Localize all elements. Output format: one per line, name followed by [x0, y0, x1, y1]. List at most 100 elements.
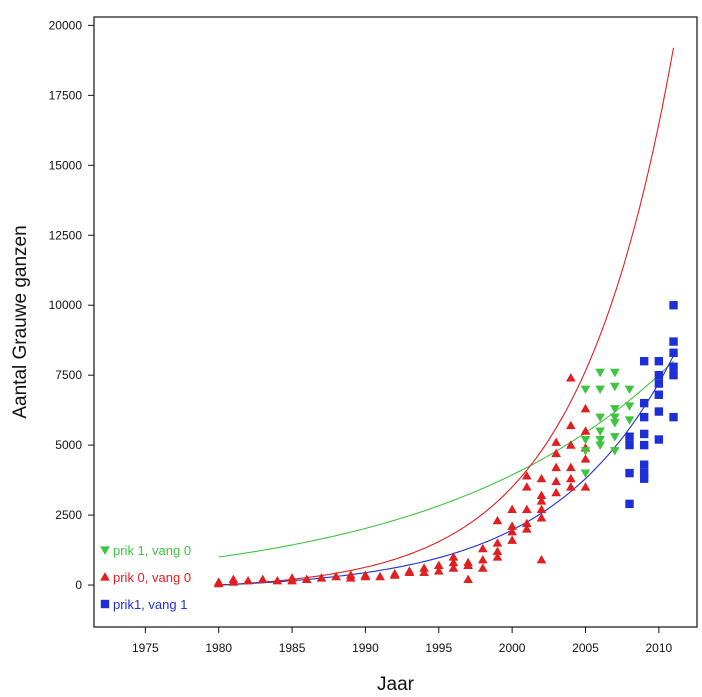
legend-marker-2 — [100, 599, 110, 609]
point-s1-58 — [565, 373, 576, 382]
x-tick-label-6: 2005 — [572, 641, 599, 655]
point-s0-7 — [595, 427, 605, 436]
x-tick-label-0: 1975 — [132, 641, 159, 655]
point-s2-5 — [639, 398, 649, 408]
point-s1-1 — [213, 578, 224, 588]
point-s1-3 — [228, 577, 239, 586]
point-s2-23 — [669, 412, 678, 422]
point-s2-20 — [669, 348, 678, 357]
point-s1-67 — [580, 454, 591, 463]
point-s2-9 — [639, 460, 649, 469]
y-tick-label-6: 15000 — [49, 158, 83, 172]
point-s1-5 — [257, 574, 268, 584]
point-s0-17 — [624, 385, 635, 394]
point-s0-16 — [610, 447, 620, 456]
point-s2-16 — [654, 407, 664, 416]
fit-line-0 — [218, 360, 674, 558]
point-s1-45 — [521, 518, 532, 528]
x-tick-label-4: 1995 — [425, 641, 452, 655]
point-s2-0 — [625, 432, 634, 441]
point-s0-3 — [580, 469, 591, 478]
point-s2-7 — [639, 429, 649, 439]
y-tick-label-4: 10000 — [49, 298, 83, 312]
point-s1-59 — [565, 420, 576, 430]
point-s2-6 — [639, 412, 649, 422]
point-s1-39 — [507, 521, 517, 530]
point-s1-10 — [316, 573, 327, 582]
point-s0-10 — [610, 368, 620, 378]
point-s0-6 — [595, 413, 605, 422]
point-s1-54 — [551, 448, 561, 458]
point-s1-8 — [287, 576, 297, 585]
point-s0-15 — [610, 433, 620, 442]
point-s1-51 — [536, 513, 547, 522]
point-s2-1 — [625, 440, 634, 450]
x-axis-title: Jaar — [377, 674, 415, 695]
legend-marker-0 — [100, 546, 110, 555]
point-s2-8 — [639, 440, 649, 450]
point-s1-16 — [375, 571, 385, 581]
point-s2-22 — [669, 370, 678, 380]
point-s0-18 — [624, 402, 635, 411]
plot-frame — [93, 16, 698, 628]
y-tick-label-1: 2500 — [55, 508, 82, 522]
point-s1-20 — [404, 567, 415, 577]
point-s1-48 — [536, 490, 547, 500]
point-s1-60 — [565, 440, 576, 449]
point-s1-31 — [477, 543, 488, 553]
point-s2-3 — [625, 499, 634, 509]
point-s1-18 — [389, 570, 400, 579]
legend-label-2: prik1, vang 1 — [113, 597, 187, 612]
point-s2-18 — [669, 301, 678, 310]
point-s1-55 — [551, 462, 561, 472]
point-s1-38 — [507, 504, 517, 514]
legend-label-1: prik 0, vang 0 — [113, 570, 191, 585]
point-s1-44 — [521, 504, 532, 514]
axis-ticks: 1975 1980 1985 1990 1995 2000 2005 2010 0 2500 500… — [49, 18, 673, 655]
point-s2-15 — [654, 390, 664, 399]
point-s0-5 — [595, 385, 605, 394]
point-s1-61 — [565, 462, 576, 472]
y-tick-label-3: 7500 — [55, 368, 82, 382]
fit-line-1 — [218, 47, 675, 586]
point-s1-26 — [448, 557, 459, 567]
point-s0-0 — [580, 385, 591, 394]
point-s2-2 — [625, 468, 634, 478]
point-s1-41 — [507, 535, 517, 544]
point-s1-49 — [536, 496, 547, 505]
point-s1-37 — [492, 552, 503, 561]
point-s1-11 — [331, 571, 341, 581]
point-s2-19 — [669, 337, 678, 346]
point-s1-64 — [580, 403, 591, 413]
point-s1-34 — [492, 515, 503, 525]
point-s1-29 — [463, 574, 473, 584]
point-s1-56 — [551, 476, 561, 486]
point-s1-50 — [536, 504, 547, 514]
point-s1-63 — [565, 482, 576, 491]
point-s2-21 — [669, 362, 678, 371]
point-s0-14 — [610, 419, 620, 428]
point-s2-17 — [654, 435, 664, 444]
point-s2-4 — [639, 356, 649, 366]
point-s2-11 — [639, 474, 649, 483]
fit-line-2 — [218, 355, 674, 586]
y-tick-label-5: 12500 — [49, 228, 83, 242]
point-s1-32 — [477, 555, 488, 564]
point-s1-33 — [477, 563, 488, 572]
fit-lines — [218, 47, 675, 586]
point-s1-47 — [536, 473, 547, 483]
point-s1-42 — [521, 471, 532, 480]
point-s1-24 — [433, 566, 444, 575]
x-tick-label-2: 1985 — [279, 641, 306, 655]
point-s0-9 — [595, 441, 605, 450]
x-tick-label-3: 1990 — [352, 641, 379, 655]
point-s0-2 — [580, 447, 591, 456]
point-s0-1 — [580, 435, 591, 445]
x-tick-label-7: 2010 — [646, 641, 673, 655]
point-s2-14 — [654, 379, 664, 388]
point-s1-25 — [448, 552, 459, 561]
point-s1-15 — [360, 571, 371, 581]
legend-label-0: prik 1, vang 0 — [113, 543, 191, 558]
point-s1-53 — [551, 437, 561, 446]
